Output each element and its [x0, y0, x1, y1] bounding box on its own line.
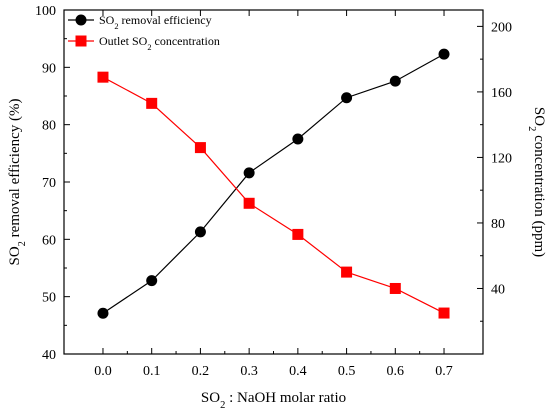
- legend-label-1-part-2: removal efficiency: [119, 13, 212, 27]
- series-1-point: [146, 275, 158, 287]
- x-tick-label: 0.2: [192, 364, 210, 379]
- x-tick-label: 0.7: [435, 364, 453, 379]
- axes: 0.0 0.1 0.2 0.3 0.4 0.5 0.6 0.7 40 50 60 70 80 90 100 4…: [7, 4, 547, 411]
- legend-label-2-part-2: concentration: [152, 34, 220, 48]
- y-left-tick-label: 90: [42, 61, 56, 76]
- y-left-tick-label: 80: [42, 119, 56, 134]
- series-1-point: [389, 75, 401, 87]
- x-axis-title: SO2 : NaOH molar ratio: [201, 390, 346, 411]
- series-2-point: [292, 228, 304, 240]
- y-left-tick-label: 50: [42, 291, 56, 306]
- legend-label-1-part-1: SO: [99, 13, 115, 27]
- series-2-point: [146, 97, 158, 109]
- x-axis-title-subscript: 2: [220, 400, 225, 411]
- y-right-tick-label: 160: [491, 86, 512, 101]
- x-tick-label: 0.6: [387, 364, 405, 379]
- y-right-tick-label: 40: [491, 282, 505, 297]
- y-left-axis-title-part-1: SO: [7, 246, 23, 265]
- y-right-tick-label: 80: [491, 217, 505, 232]
- series-2-point: [243, 197, 255, 209]
- series-group: [97, 48, 450, 319]
- series-1-point: [341, 92, 353, 104]
- series-line-2: [102, 76, 445, 314]
- legend-label-2-subscript: 2: [147, 43, 151, 52]
- series-1-point: [97, 307, 109, 319]
- y-right-tick-label: 200: [491, 20, 512, 35]
- legend-label-1: SO2 removal efficiency: [99, 13, 212, 31]
- y-right-axis-title: SO2 concentration (ppm): [527, 107, 548, 257]
- series-line-1: [102, 53, 445, 314]
- y-left-axis-title-part-2: removal efficiency (%): [7, 98, 23, 241]
- y-right-tick-label: 120: [491, 151, 512, 166]
- legend-label-1-subscript: 2: [114, 22, 118, 31]
- x-tick-label: 0.4: [289, 364, 307, 379]
- y-left-tick-label: 70: [42, 176, 56, 191]
- x-tick-label: 0.1: [143, 364, 161, 379]
- series-1-point: [243, 167, 255, 179]
- series-1-point: [194, 226, 206, 238]
- y-left-tick-label: 40: [42, 348, 56, 363]
- y-left-axis-title: SO2 removal efficiency (%): [7, 98, 28, 265]
- legend-label-2-part-1: Outlet SO: [99, 34, 148, 48]
- y-right-axis-title-subscript: 2: [527, 126, 538, 131]
- series-1-point: [292, 133, 304, 145]
- x-axis-title-part-2: : NaOH molar ratio: [225, 390, 346, 406]
- x-tick-label: 0.5: [338, 364, 356, 379]
- series-2-point: [341, 266, 353, 278]
- legend-marker-2: [75, 35, 87, 47]
- legend-label-2: Outlet SO2 concentration: [99, 34, 220, 52]
- series-2-point: [97, 71, 109, 83]
- y-right-axis-title-part-1: SO: [531, 107, 547, 126]
- y-left-axis-title-subscript: 2: [17, 241, 28, 246]
- series-2-point: [389, 282, 401, 294]
- series-2-point: [194, 142, 206, 154]
- x-tick-label: 0.0: [94, 364, 112, 379]
- x-axis-title-part-1: SO: [201, 390, 220, 406]
- plot-frame: [63, 9, 484, 355]
- y-right-axis-title-part-2: concentration (ppm): [531, 131, 547, 257]
- legend-marker-1: [75, 14, 87, 26]
- series-1-point: [438, 48, 450, 60]
- y-left-tick-label: 60: [42, 233, 56, 248]
- x-tick-label: 0.3: [240, 364, 258, 379]
- y-left-tick-label: 100: [35, 4, 56, 19]
- series-2-point: [438, 307, 450, 319]
